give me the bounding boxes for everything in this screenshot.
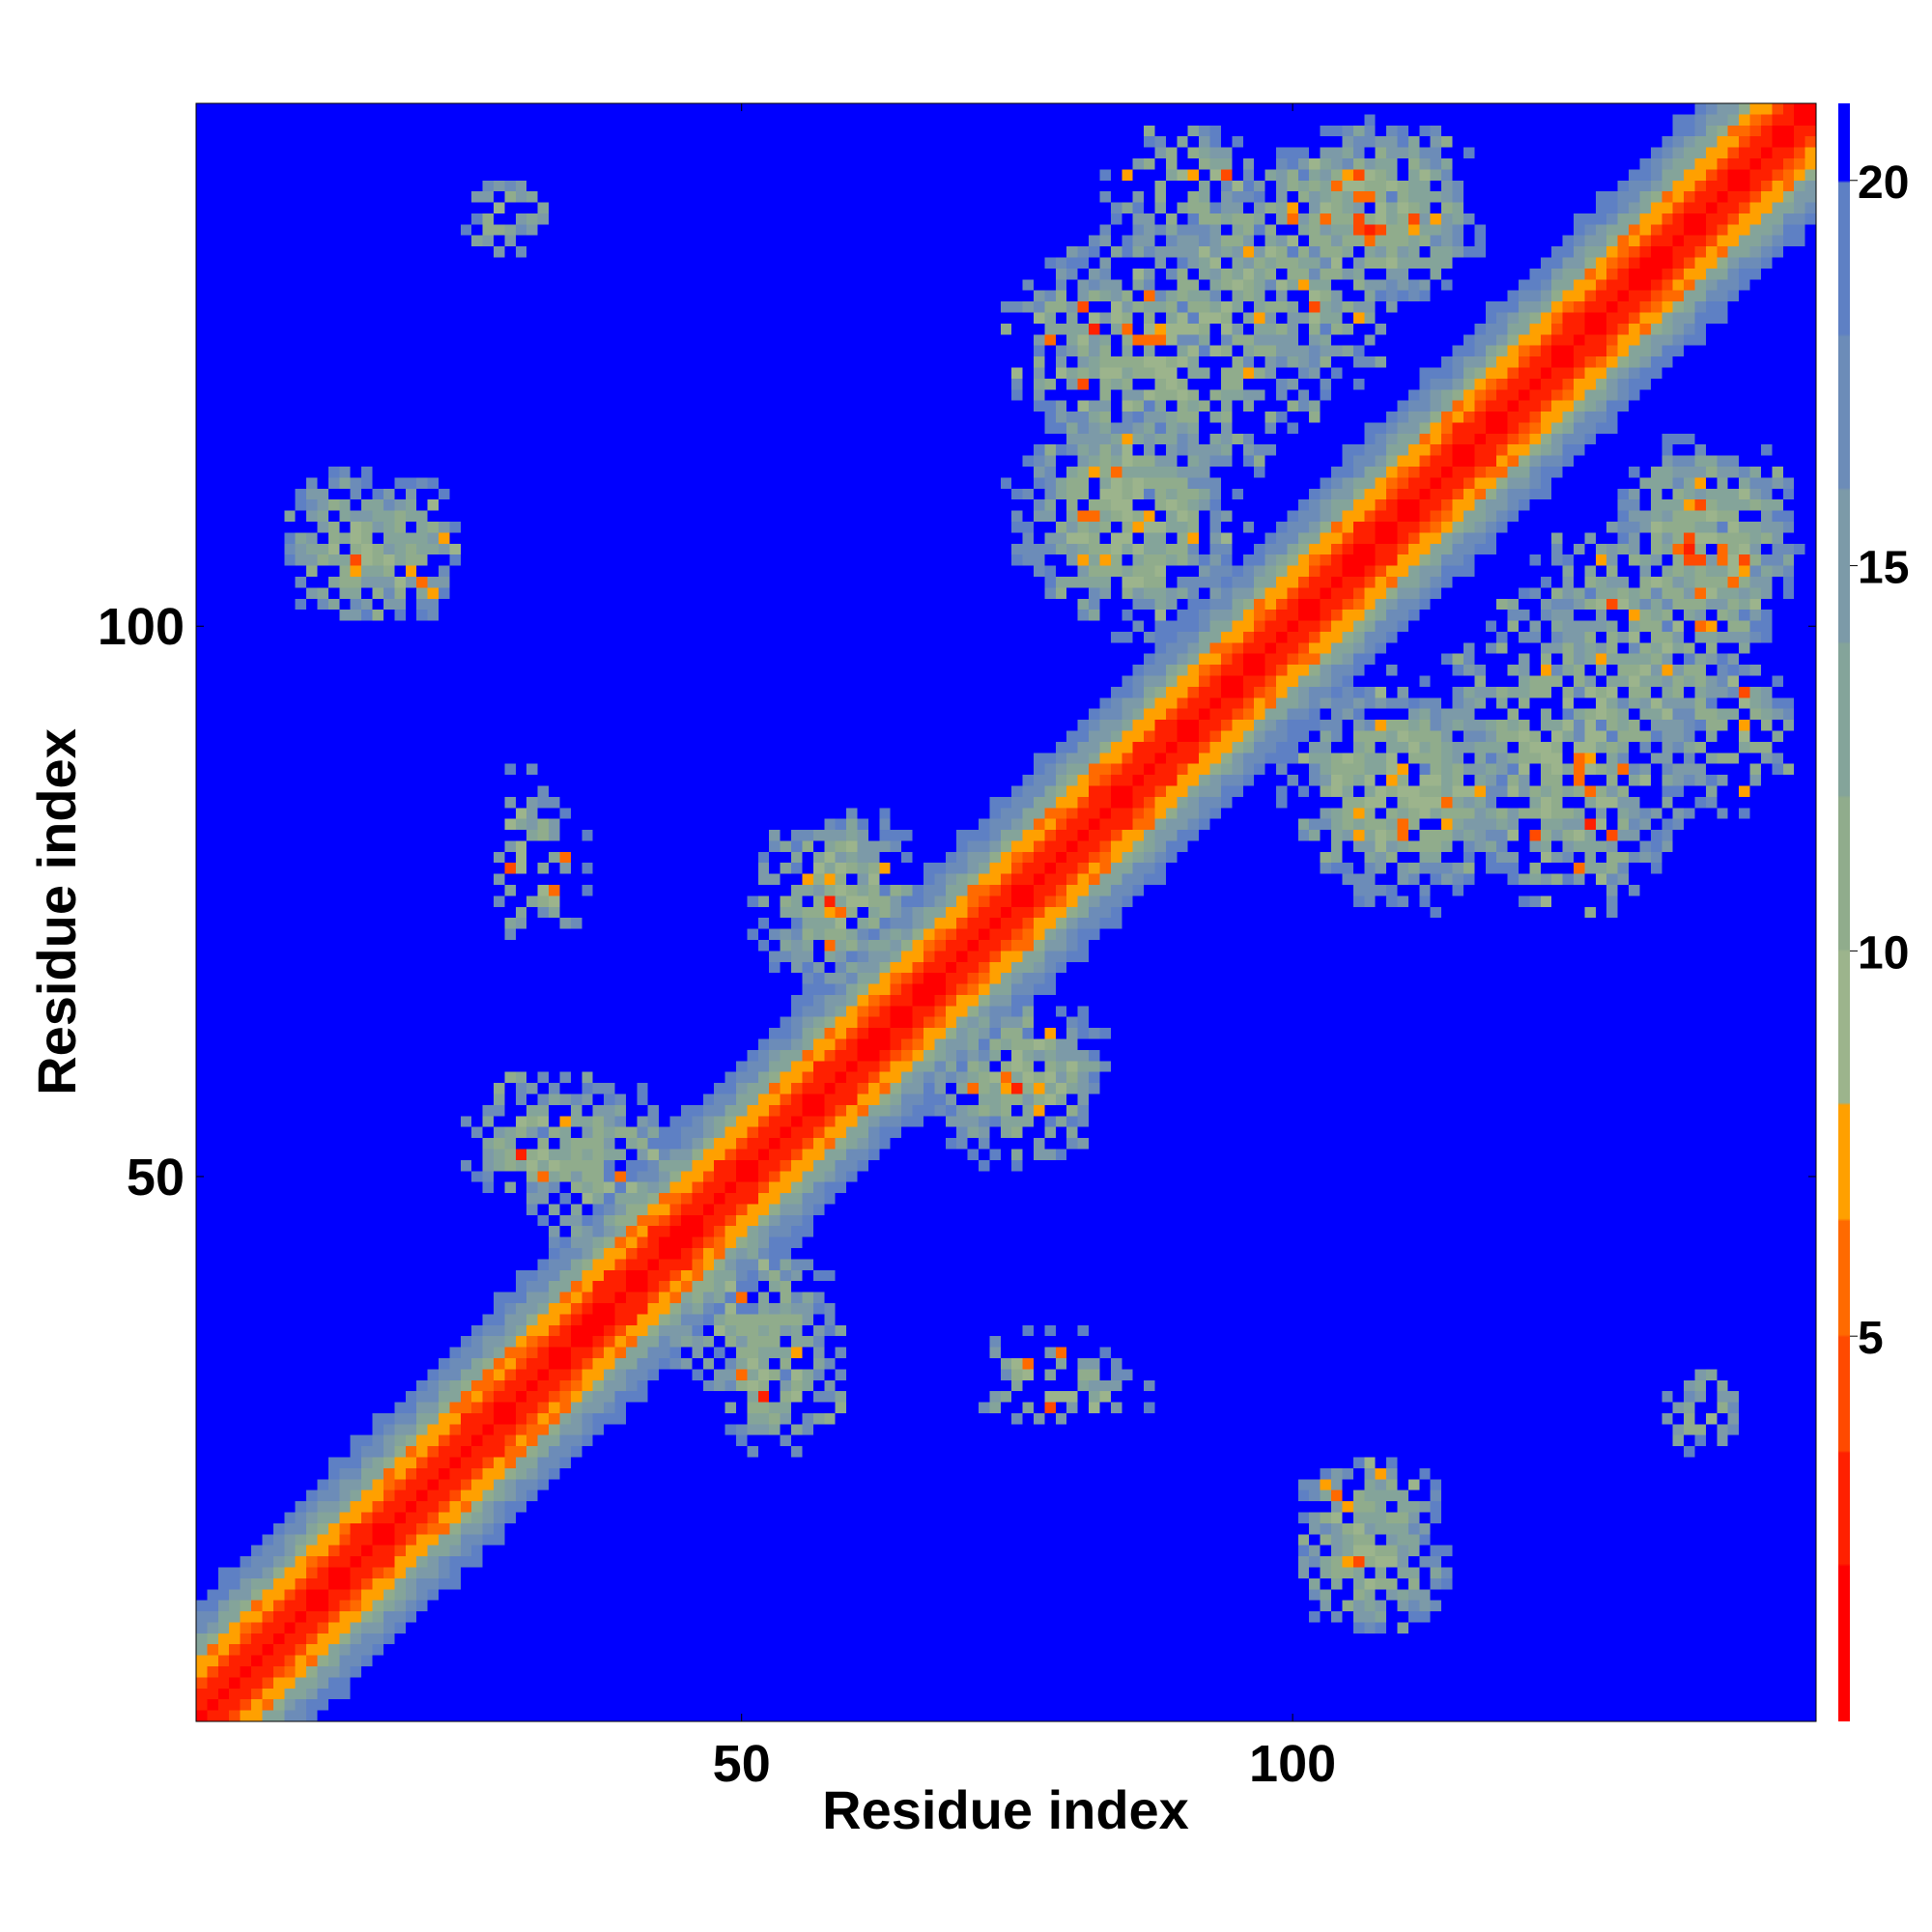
heatmap-plot-area: [196, 103, 1816, 1721]
x-axis-label: Residue index: [822, 1779, 1189, 1840]
colorbar-tick-label: 5: [1858, 1313, 1884, 1364]
colorbar-tick-label: 15: [1858, 543, 1909, 594]
colorbar-ticks: 5 10 15 20: [1850, 157, 1909, 1364]
colorbar: [1838, 103, 1850, 1721]
x-tick-label: 50: [713, 1735, 771, 1793]
y-axis-ticks: 50 100: [98, 598, 1816, 1207]
y-tick-label: 100: [98, 598, 185, 656]
x-tick-label: 100: [1249, 1735, 1336, 1793]
colorbar-tick-label: 10: [1858, 927, 1909, 979]
y-tick-label: 50: [127, 1149, 185, 1207]
x-axis-ticks: 50 100: [713, 103, 1336, 1793]
colorbar-tick-label: 20: [1858, 157, 1909, 209]
plot-frame: [195, 102, 1817, 1722]
y-axis-label: Residue index: [26, 728, 87, 1095]
